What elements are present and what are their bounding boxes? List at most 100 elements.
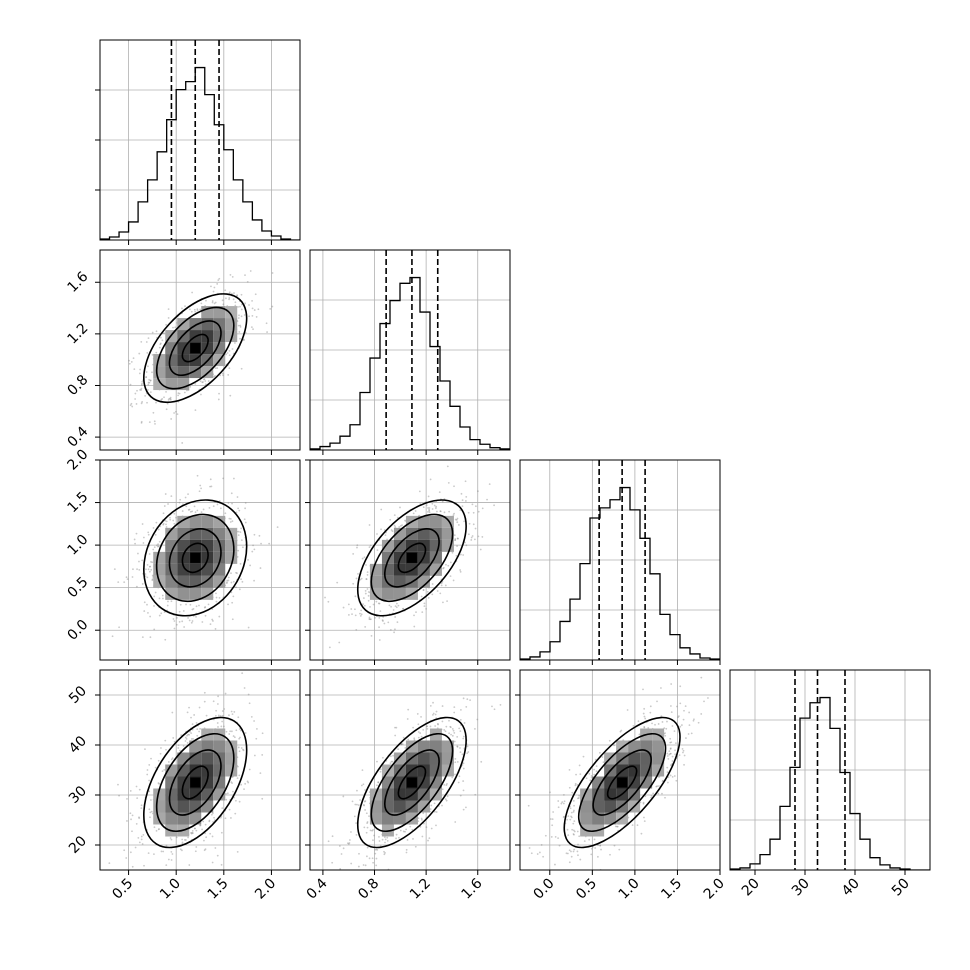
sample-point: [327, 600, 330, 603]
sample-point: [195, 846, 198, 848]
sample-point: [380, 508, 383, 511]
sample-point: [362, 864, 365, 866]
sample-point: [213, 718, 215, 721]
sample-point: [237, 324, 240, 327]
sample-point: [456, 760, 459, 763]
sample-point: [667, 781, 669, 784]
sample-point: [499, 703, 502, 706]
sample-point: [366, 821, 369, 823]
sample-point: [658, 785, 660, 787]
sample-point: [365, 578, 368, 581]
density-cell: [213, 539, 226, 552]
contour-level-3: [356, 716, 467, 849]
sample-point: [426, 725, 428, 728]
sample-point: [463, 520, 466, 523]
sample-point: [177, 392, 180, 395]
sample-point: [158, 828, 160, 830]
sample-point: [453, 740, 456, 743]
sample-point: [224, 512, 227, 515]
x-tick-label: 2.0: [252, 876, 279, 903]
density-peak: [190, 777, 201, 788]
sample-point: [111, 635, 114, 638]
sample-point: [171, 853, 174, 855]
sample-point: [227, 576, 230, 579]
density-peak: [617, 777, 628, 788]
sample-point: [139, 388, 141, 391]
sample-point: [209, 478, 212, 481]
sample-point: [228, 517, 231, 520]
sample-point: [342, 795, 345, 798]
sample-point: [227, 579, 230, 582]
sample-point: [176, 413, 179, 415]
sample-point: [141, 559, 144, 562]
sample-point: [461, 505, 464, 508]
sample-point: [354, 614, 357, 617]
y-tick-label: 1.6: [64, 269, 91, 296]
sample-point: [600, 848, 602, 851]
sample-point: [439, 510, 442, 513]
sample-point: [249, 270, 252, 272]
density-cell: [640, 752, 653, 765]
sample-point: [221, 299, 224, 302]
sample-point: [137, 552, 139, 555]
density-cell: [165, 366, 178, 379]
sample-point: [435, 505, 438, 508]
sample-point: [150, 810, 153, 813]
sample-point: [420, 715, 422, 718]
sample-point: [380, 528, 382, 531]
sample-point: [657, 723, 660, 725]
sample-point: [208, 506, 211, 509]
sample-point: [165, 844, 168, 847]
sample-point: [185, 737, 188, 740]
sample-point: [152, 548, 155, 551]
sample-point: [149, 379, 152, 382]
sample-point: [184, 305, 186, 308]
sample-point: [688, 724, 691, 727]
sample-point: [574, 784, 577, 787]
sample-point: [446, 465, 449, 468]
contour-level-3: [143, 499, 248, 617]
sample-point: [140, 807, 143, 810]
sample-point: [459, 570, 462, 573]
sample-point: [238, 314, 240, 317]
hist-panel-2: [519, 459, 721, 665]
sample-point: [413, 614, 415, 617]
sample-point: [184, 496, 187, 499]
sample-point: [202, 381, 204, 383]
sample-point: [158, 346, 161, 349]
sample-point: [449, 726, 452, 729]
sample-point: [157, 545, 160, 548]
sample-point: [149, 565, 152, 568]
density-cell: [417, 575, 430, 588]
sample-point: [550, 836, 553, 838]
sample-point: [196, 509, 199, 512]
sample-point: [376, 760, 378, 763]
sample-point: [239, 736, 241, 739]
sample-point: [395, 726, 398, 729]
sample-point: [618, 848, 621, 851]
sample-point: [342, 606, 345, 609]
contour-level-1: [168, 528, 222, 588]
sample-point: [417, 817, 420, 820]
sample-point: [204, 823, 207, 826]
sample-point: [573, 848, 576, 851]
sample-point: [170, 850, 173, 853]
sample-point: [436, 722, 439, 725]
sample-point: [227, 603, 229, 606]
sample-point: [454, 539, 457, 542]
sample-point: [493, 708, 496, 711]
sample-point: [138, 560, 140, 563]
sample-point: [140, 838, 143, 841]
sample-point: [353, 815, 356, 818]
sample-point: [363, 800, 366, 803]
sample-point: [229, 521, 232, 523]
sample-point: [216, 703, 219, 705]
density-cell: [189, 812, 202, 825]
sample-point: [452, 729, 455, 732]
density-cell: [604, 800, 617, 813]
sample-point: [230, 730, 233, 733]
sample-point: [162, 522, 165, 525]
sample-point: [218, 596, 221, 599]
sample-point: [166, 604, 169, 607]
sample-point: [158, 597, 161, 600]
